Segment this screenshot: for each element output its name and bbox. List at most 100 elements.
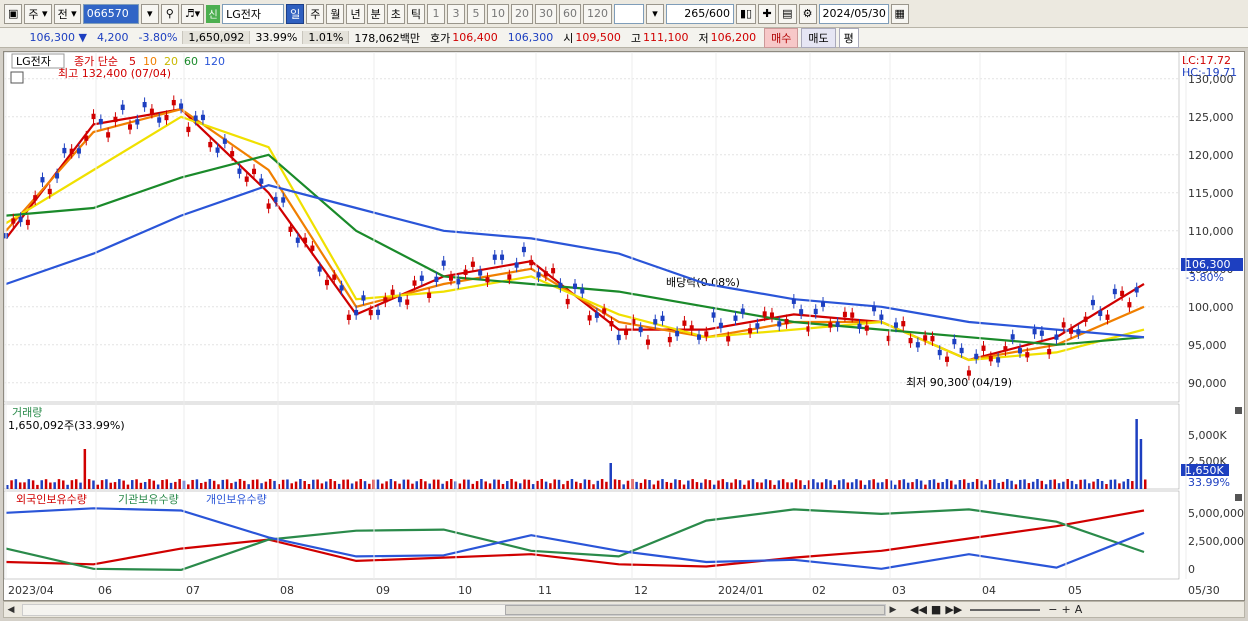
search-icon[interactable]: ⚲ [160,3,179,24]
volume-bar [1131,481,1134,489]
calendar-icon[interactable]: ▦ [890,3,909,24]
market-select[interactable]: 전 ▾ [53,3,81,24]
candle-body [1112,288,1117,295]
font-icon[interactable]: A [1074,603,1083,616]
volume-bar [363,481,367,489]
period-month[interactable]: 월 [326,3,345,24]
candle-body [157,117,162,123]
scroll-left-icon[interactable]: ◀ [7,604,15,615]
volume-bar [501,483,505,489]
candle-body [135,119,140,125]
interval-1[interactable]: 1 [426,3,445,24]
volume-tag-bg [1181,464,1229,476]
volume-bar [1083,479,1087,489]
period-week[interactable]: 주 [306,3,325,24]
scroll-thumb[interactable] [505,604,885,615]
volume-bar [398,483,401,489]
volume-close-icon[interactable] [1235,407,1242,414]
scroll-first-icon[interactable]: ◀◀ [910,603,927,616]
open-label: 시 [563,31,574,45]
candle-body [492,254,497,260]
volume-bar [18,482,22,489]
stock-code-input[interactable]: 066570 [82,3,139,24]
scroll-last-icon[interactable]: ▶▶ [945,603,963,616]
period-minute[interactable]: 분 [366,3,385,24]
candle-body [266,203,271,209]
scroll-right-icon[interactable]: ▶ [889,604,897,615]
stock-chart[interactable]: 130,000 125,000 120,000 115,000 110,000 10 5,0… [3,51,1244,600]
bid-price-1: 106,400 [452,31,498,44]
candle-body [11,218,16,224]
zoom-in-icon[interactable]: + [1061,603,1071,616]
stock-name-field[interactable]: LG전자 [222,3,285,24]
volume-bar [1126,479,1130,489]
period-type-select[interactable]: 주 ▾ [24,3,52,24]
volume-bar [794,479,798,489]
candle-body [427,292,432,299]
volume-bar [760,482,763,489]
volume-bar [428,483,431,489]
volume-bar [1031,481,1035,489]
period-second[interactable]: 초 [386,3,405,24]
volume-bar [1010,480,1013,489]
interval-5[interactable]: 5 [466,3,485,24]
grid-toggle-icon[interactable] [10,71,24,84]
interval-60[interactable]: 60 [558,3,581,24]
count-input[interactable]: 265/600 [665,3,734,24]
volume-bar [1066,479,1069,489]
save-icon[interactable]: ▤ [778,3,797,24]
price-tick-label: 90,000 [1188,377,1227,390]
scroll-stop-icon[interactable]: ■ [930,603,942,616]
low-price: 106,200 [710,31,757,44]
volume-bar [1049,479,1052,489]
volume-bar [217,484,220,489]
volume-bar [337,483,341,489]
interval-custom-input[interactable] [613,3,644,24]
code-dropdown-icon[interactable]: ▾ [140,3,159,24]
candle-body [609,321,614,327]
zoom-out-icon[interactable]: − [1048,603,1058,616]
chart-area[interactable]: 130,000 125,000 120,000 115,000 110,000 10 5,0… [3,51,1245,601]
interval-3[interactable]: 3 [446,3,465,24]
volume-bar [355,481,358,489]
volume-bar [523,479,526,489]
candle-body [689,325,694,331]
date-input[interactable]: 2024/05/30 [818,3,889,24]
candle-body [478,270,483,276]
candle-icon[interactable]: ▮▯ [735,3,757,24]
holders-close-icon[interactable] [1235,494,1242,501]
holders-lines [5,507,1145,572]
gear-icon[interactable]: ⚙ [798,3,817,24]
zoom-slider[interactable] [970,608,1041,611]
ratio-value: 1.01% [302,31,350,44]
interval-dropdown-icon[interactable]: ▾ [645,3,664,24]
speaker-icon[interactable]: ♬▾ [180,3,205,24]
interval-20[interactable]: 20 [510,3,533,24]
candle-body [383,297,388,303]
candle-body [915,342,920,348]
scroll-track[interactable] [22,603,886,616]
sell-button[interactable]: 매도 [801,27,836,48]
period-tick[interactable]: 틱 [406,3,425,24]
interval-30[interactable]: 30 [534,3,557,24]
buy-button[interactable]: 매수 [764,27,799,48]
volume-bar [458,483,462,489]
crosshair-icon[interactable]: ✚ [758,3,777,24]
candle-body [602,308,607,314]
candle-body [456,279,461,285]
candle-body [791,298,796,304]
volume-bar [1070,480,1074,489]
volume-bar [234,481,237,489]
chart-scrollbar[interactable]: ◀ ▶ ◀◀ ■ ▶▶ − + A [3,601,1245,618]
candle-body [872,305,877,312]
window-icon[interactable]: ▣ [4,3,23,24]
volume-bar [911,482,914,489]
interval-120[interactable]: 120 [582,3,612,24]
volume-bar [557,479,561,489]
interval-10[interactable]: 10 [486,3,509,24]
period-day[interactable]: 일 [286,3,305,24]
flat-button[interactable]: 평 [838,27,859,48]
volume-bar [449,479,453,489]
candle-body [806,326,811,332]
period-year[interactable]: 년 [346,3,365,24]
